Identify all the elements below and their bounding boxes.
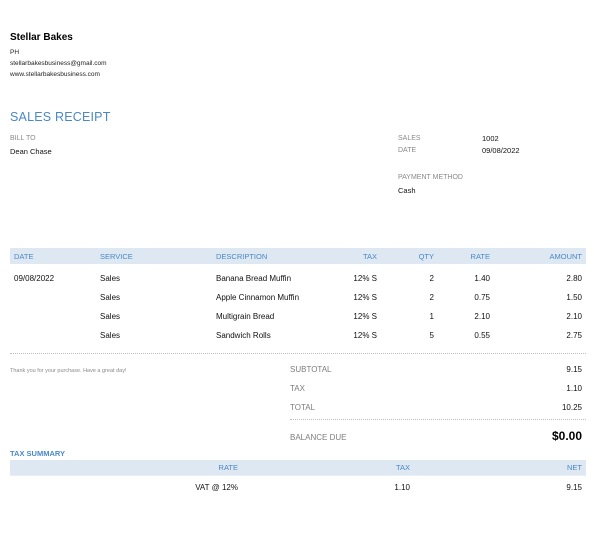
bill-to-label: BILL TO <box>10 135 36 142</box>
sales-label: SALES <box>398 135 421 142</box>
document-title: SALES RECEIPT <box>10 110 111 124</box>
payment-method-label: PAYMENT METHOD <box>398 174 463 181</box>
subtotal-label: SUBTOTAL <box>290 365 332 374</box>
cell-service: Sales <box>100 293 121 302</box>
tax-header-net: NET <box>567 463 582 472</box>
subtotal-value: 9.15 <box>566 365 582 374</box>
cell-amount: 2.75 <box>566 331 582 340</box>
cell-description: Apple Cinnamon Muffin <box>216 293 300 302</box>
items-table-header: DATE SERVICE DESCRIPTION TAX QTY RATE AM… <box>10 248 586 264</box>
table-row: Sales Apple Cinnamon Muffin 12% S 2 0.75… <box>10 290 586 309</box>
company-website: www.stellarbakesbusiness.com <box>10 71 100 78</box>
tax-summary-header: RATE TAX NET <box>10 460 586 475</box>
total-label: TOTAL <box>290 403 316 412</box>
cell-amount: 2.80 <box>566 274 582 283</box>
cell-tax: 12% S <box>353 274 377 283</box>
header-date: DATE <box>14 252 34 261</box>
cell-service: Sales <box>100 274 121 283</box>
cell-rate: 1.40 <box>474 274 490 283</box>
thank-you-note: Thank you for your purchase. Have a grea… <box>10 368 127 374</box>
cell-qty: 2 <box>429 274 434 283</box>
cell-tax: 12% S <box>353 312 377 321</box>
header-amount: AMOUNT <box>549 252 583 261</box>
cell-tax: 12% S <box>353 331 377 340</box>
table-row: 09/08/2022 Sales Banana Bread Muffin 12%… <box>10 271 586 290</box>
tax-label: TAX <box>290 384 305 393</box>
header-description: DESCRIPTION <box>216 252 268 261</box>
cell-rate: 2.10 <box>474 312 490 321</box>
cell-rate: 0.55 <box>474 331 490 340</box>
tax-row-net: 9.15 <box>566 483 582 492</box>
table-row: Sales Sandwich Rolls 12% S 5 0.55 2.75 <box>10 328 586 347</box>
total-value: 10.25 <box>561 403 582 412</box>
header-rate: RATE <box>470 252 490 261</box>
cell-qty: 1 <box>429 312 434 321</box>
tax-row-rate: VAT @ 12% <box>195 483 238 492</box>
tax-value: 1.10 <box>566 384 582 393</box>
tax-summary-title: TAX SUMMARY <box>10 449 65 458</box>
cell-date: 09/08/2022 <box>14 274 55 283</box>
cell-description: Banana Bread Muffin <box>216 274 292 283</box>
cell-qty: 2 <box>429 293 434 302</box>
balance-due-value: $0.00 <box>551 429 582 443</box>
cell-service: Sales <box>100 331 121 340</box>
header-service: SERVICE <box>100 252 133 261</box>
cell-amount: 2.10 <box>566 312 582 321</box>
cell-qty: 5 <box>429 331 434 340</box>
cell-amount: 1.50 <box>566 293 582 302</box>
summary-divider <box>290 419 586 420</box>
cell-description: Sandwich Rolls <box>216 331 271 340</box>
items-table-body: 09/08/2022 Sales Banana Bread Muffin 12%… <box>10 271 586 351</box>
table-row: Sales Multigrain Bread 12% S 1 2.10 2.10 <box>10 309 586 328</box>
balance-due-label: BALANCE DUE <box>290 433 347 442</box>
receipt-date: 09/08/2022 <box>482 146 520 155</box>
cell-service: Sales <box>100 312 121 321</box>
header-tax: TAX <box>362 252 377 261</box>
tax-header-rate: RATE <box>218 463 238 472</box>
table-row: VAT @ 12% 1.10 9.15 <box>10 481 586 497</box>
company-name: Stellar Bakes <box>10 32 73 43</box>
cell-rate: 0.75 <box>474 293 490 302</box>
tax-summary-divider <box>10 475 586 476</box>
company-email: stellarbakesbusiness@gmail.com <box>10 60 107 67</box>
cell-description: Multigrain Bread <box>216 312 275 321</box>
cell-tax: 12% S <box>353 293 377 302</box>
header-qty: QTY <box>418 252 434 261</box>
company-country: PH <box>10 49 20 56</box>
date-label: DATE <box>398 147 417 154</box>
tax-header-tax: TAX <box>395 463 410 472</box>
items-divider <box>10 353 586 354</box>
tax-row-tax: 1.10 <box>394 483 410 492</box>
payment-method: Cash <box>398 186 416 195</box>
bill-to-name: Dean Chase <box>10 147 52 156</box>
sales-number: 1002 <box>482 134 499 143</box>
